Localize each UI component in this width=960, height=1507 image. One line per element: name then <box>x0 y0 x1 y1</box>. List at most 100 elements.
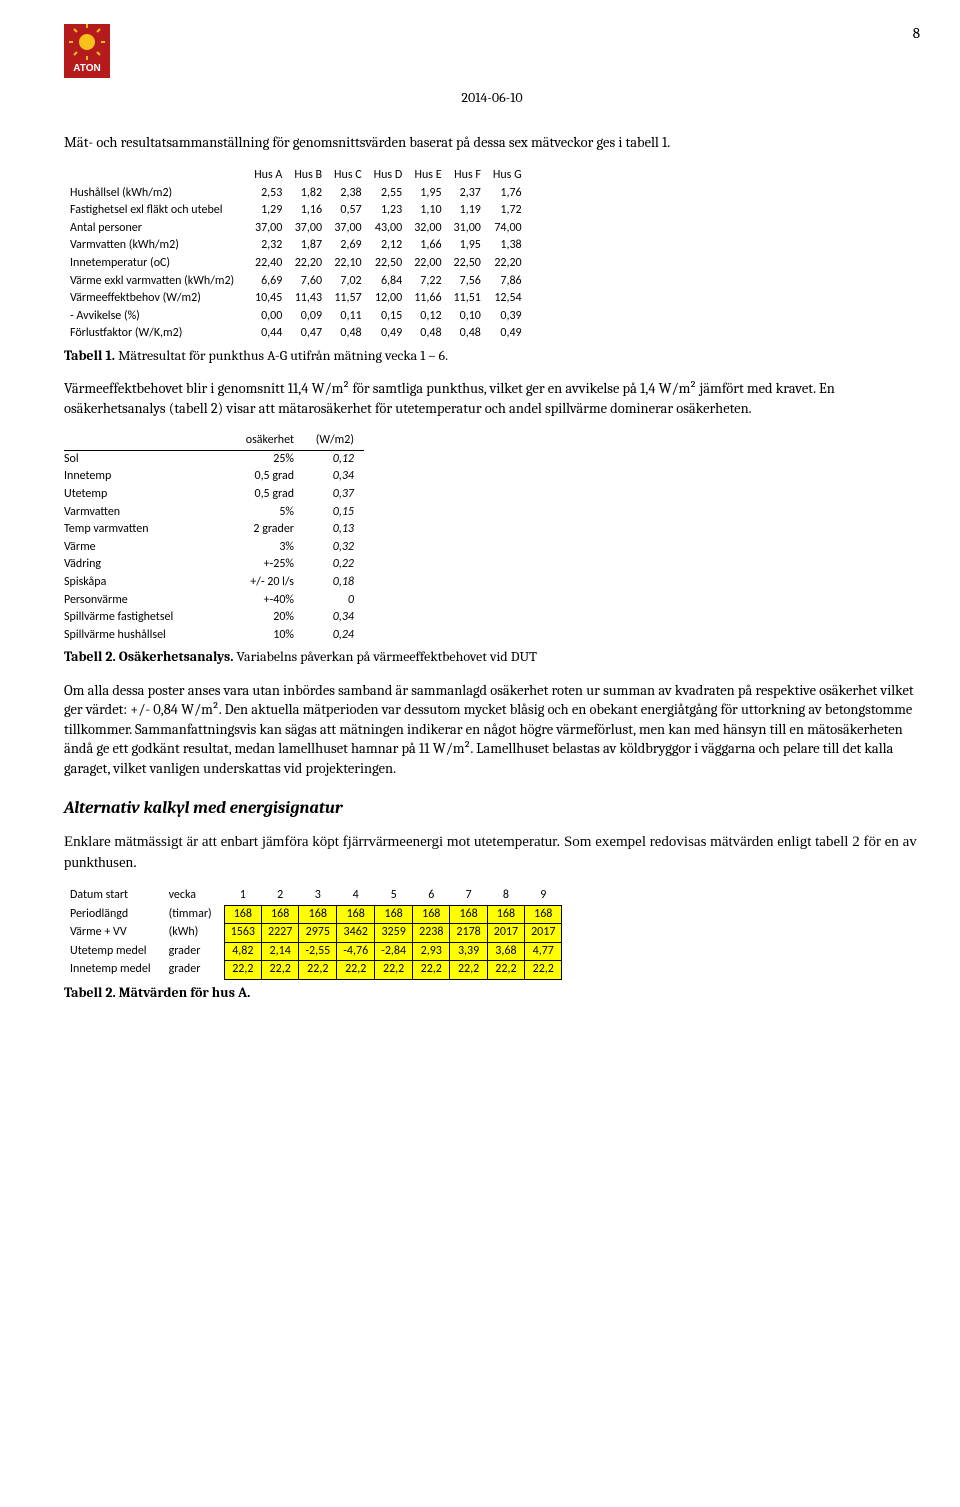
table3-cell: 2227 <box>262 924 299 943</box>
table3-row-unit: vecka <box>163 887 225 905</box>
table1-col-header: Hus B <box>288 167 328 185</box>
table3-caption: Tabell 2. Mätvärden för hus A. <box>64 984 920 1002</box>
table3-cell: 5 <box>375 887 413 905</box>
svg-text:ATON: ATON <box>73 63 100 74</box>
table3-cell: 4,82 <box>224 942 261 961</box>
table1-cell: 1,95 <box>448 237 487 255</box>
table2-wm2-cell: 0,15 <box>304 504 364 522</box>
table3-cell: 168 <box>337 905 375 924</box>
table1-cell: 1,29 <box>248 202 288 220</box>
table2-wm2-cell: 0 <box>304 592 364 610</box>
table3-cell: 22,2 <box>262 961 299 980</box>
table3-cell: 3462 <box>337 924 375 943</box>
table-row: Varmvatten (kWh/m2)2,321,872,692,121,661… <box>64 237 528 255</box>
table3-cell: 168 <box>224 905 261 924</box>
table1-row-label: Innetemperatur (oC) <box>64 255 248 273</box>
table3-cell: 2,14 <box>262 942 299 961</box>
table3-cell: 3 <box>299 887 337 905</box>
table1-cell: 0,49 <box>368 325 409 343</box>
table2-osak-cell: 0,5 grad <box>224 486 304 504</box>
table2-osak-cell: 3% <box>224 539 304 557</box>
table2-wm2-cell: 0,22 <box>304 556 364 574</box>
page-header: ATON 8 <box>64 24 920 83</box>
table1-row-label: Antal personer <box>64 220 248 238</box>
table-row: Fastighetsel exl fläkt och utebel1,291,1… <box>64 202 528 220</box>
table1-cell: 1,87 <box>288 237 328 255</box>
table1-cell: 7,60 <box>288 273 328 291</box>
table2-row-label: Spillvärme fastighetsel <box>64 609 224 627</box>
table2-wm2-cell: 0,34 <box>304 609 364 627</box>
table1-cell: 0,49 <box>487 325 528 343</box>
table3-cell: 168 <box>262 905 299 924</box>
table-row: Värme exkl varmvatten (kWh/m2)6,697,607,… <box>64 273 528 291</box>
table2-row-label: Innetemp <box>64 468 224 486</box>
table1-cell: 7,22 <box>408 273 447 291</box>
table3-cell: 3259 <box>375 924 413 943</box>
table1-cell: 2,32 <box>248 237 288 255</box>
table-row: Sol25%0,12 <box>64 450 364 468</box>
table1-cell: 1,76 <box>487 185 528 203</box>
table-row: Utetemp0,5 grad0,37 <box>64 486 364 504</box>
table3-cell: 168 <box>299 905 337 924</box>
table1-cell: 1,82 <box>288 185 328 203</box>
table1-row-label: Värme exkl varmvatten (kWh/m2) <box>64 273 248 291</box>
table1-cell: 31,00 <box>448 220 487 238</box>
table1-cell: 2,69 <box>328 237 368 255</box>
table3-cell: 3,68 <box>487 942 524 961</box>
paragraph-2: Värmeeffektbehovet blir i genomsnitt 11,… <box>64 379 920 418</box>
table1-cell: 0,44 <box>248 325 288 343</box>
table2-row-label: Spiskåpa <box>64 574 224 592</box>
table1-cell: 2,38 <box>328 185 368 203</box>
table1-cell: 37,00 <box>248 220 288 238</box>
table-row: Innetemp medelgrader22,222,222,222,222,2… <box>64 961 562 980</box>
table1-col-header: Hus G <box>487 167 528 185</box>
table-row: Spiskåpa+/- 20 l/s0,18 <box>64 574 364 592</box>
table2-row-label: Utetemp <box>64 486 224 504</box>
table3-cell: 22,2 <box>525 961 562 980</box>
table2-osak-cell: +-40% <box>224 592 304 610</box>
table2-wm2-cell: 0,13 <box>304 521 364 539</box>
table2-row-label: Sol <box>64 450 224 468</box>
table2-row-label: Spillvärme hushållsel <box>64 627 224 645</box>
table1-cell: 0,48 <box>448 325 487 343</box>
table1-cell: 2,53 <box>248 185 288 203</box>
table1-row-label: Varmvatten (kWh/m2) <box>64 237 248 255</box>
table3-row-unit: grader <box>163 942 225 961</box>
table3-row-label: Utetemp medel <box>64 942 163 961</box>
table1-cell: 11,57 <box>328 290 368 308</box>
table1-caption: Tabell 1. Mätresultat för punkthus A-G u… <box>64 347 920 365</box>
table1-cell: 7,86 <box>487 273 528 291</box>
table1-row-label: Förlustfaktor (W/K,m2) <box>64 325 248 343</box>
table2-wm2-cell: 0,18 <box>304 574 364 592</box>
table2-osak-cell: 5% <box>224 504 304 522</box>
table1-col-header: Hus E <box>408 167 447 185</box>
table-row: Temp varmvatten2 grader0,13 <box>64 521 364 539</box>
table1-col-header: Hus F <box>448 167 487 185</box>
table-row: Utetemp medelgrader4,822,14-2,55-4,76-2,… <box>64 942 562 961</box>
table1-cell: 0,48 <box>408 325 447 343</box>
table2-head-wm2: (W/m2) <box>304 432 364 450</box>
table3-cell: -2,84 <box>375 942 413 961</box>
table1-cell: 2,12 <box>368 237 409 255</box>
table3-cell: 2178 <box>450 924 487 943</box>
table2-wm2-cell: 0,37 <box>304 486 364 504</box>
table3-cell: 168 <box>525 905 562 924</box>
paragraph-4: Enklare mätmässigt är att enbart jämföra… <box>64 832 920 873</box>
table1-cell: 0,12 <box>408 308 447 326</box>
table3-cell: 22,2 <box>337 961 375 980</box>
table-row: - Avvikelse (%)0,000,090,110,150,120,100… <box>64 308 528 326</box>
table1-cell: 22,50 <box>368 255 409 273</box>
table1-cell: 7,02 <box>328 273 368 291</box>
table1-cell: 0,47 <box>288 325 328 343</box>
table3-cell: 22,2 <box>450 961 487 980</box>
table1-cell: 6,69 <box>248 273 288 291</box>
table-row: Varmvatten5%0,15 <box>64 504 364 522</box>
table2-head-osak: osäkerhet <box>224 432 304 450</box>
table1-cell: 22,50 <box>448 255 487 273</box>
table1-cell: 0,10 <box>448 308 487 326</box>
table1-cell: 11,51 <box>448 290 487 308</box>
table2-osak-cell: 20% <box>224 609 304 627</box>
table-row: Innetemperatur (oC)22,4022,2022,1022,502… <box>64 255 528 273</box>
table1-cell: 22,20 <box>288 255 328 273</box>
table3-row-unit: (kWh) <box>163 924 225 943</box>
